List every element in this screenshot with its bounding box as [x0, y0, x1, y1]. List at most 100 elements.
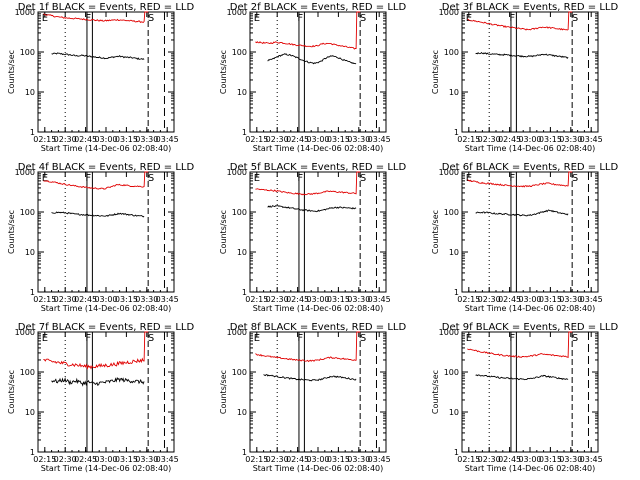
event-marker-f: F — [297, 13, 303, 24]
y-axis-label: Counts/sec — [219, 210, 228, 254]
event-marker-s: S — [572, 173, 578, 184]
events-series-line — [263, 374, 357, 382]
x-tick-label: 03:15 — [327, 455, 350, 464]
x-tick-label: 03:30 — [559, 295, 582, 304]
y-tick-label: 100 — [232, 48, 247, 57]
y-tick-label: 10 — [449, 88, 459, 97]
x-tick-label: 02:30 — [54, 135, 77, 144]
x-tick-label: 02:30 — [266, 295, 289, 304]
plot-frame — [249, 331, 387, 453]
y-tick-label: 1000 — [439, 8, 459, 17]
x-tick-label: 03:15 — [115, 295, 138, 304]
y-tick-label: 1 — [242, 288, 247, 297]
x-tick-label: 03:00 — [306, 455, 329, 464]
x-tick-label: 03:00 — [94, 135, 117, 144]
y-tick-label: 1000 — [15, 328, 35, 337]
y-tick-label: 100 — [444, 368, 459, 377]
event-marker-e: E — [42, 173, 48, 184]
y-axis-label: Counts/sec — [431, 210, 440, 254]
y-tick-label: 10 — [449, 248, 459, 257]
x-tick-label: 02:30 — [478, 455, 501, 464]
event-marker-f: F — [509, 13, 515, 24]
events-series-line — [267, 205, 357, 213]
x-tick-label: 03:15 — [539, 455, 562, 464]
x-tick-label: 03:30 — [347, 295, 370, 304]
lld-series-line — [255, 11, 361, 50]
y-tick-label: 10 — [237, 408, 247, 417]
x-tick-label: 02:30 — [478, 295, 501, 304]
event-marker-s: S — [360, 13, 366, 24]
event-marker-s: S — [148, 333, 154, 344]
x-tick-label: 03:30 — [347, 135, 370, 144]
chart-title: Det 9f BLACK = Events, RED = LLD — [442, 322, 619, 333]
events-series-line — [475, 374, 569, 381]
event-marker-f: F — [509, 173, 515, 184]
x-tick-label: 03:15 — [115, 455, 138, 464]
x-tick-label: 03:45 — [156, 295, 179, 304]
x-tick-label: 03:30 — [559, 455, 582, 464]
x-tick-label: 03:45 — [156, 135, 179, 144]
x-tick-label: 03:45 — [580, 295, 603, 304]
x-axis-label: Start Time (14-Dec-06 02:08:40) — [41, 464, 172, 473]
y-axis-label: Counts/sec — [7, 210, 16, 254]
events-series-line — [51, 376, 145, 387]
event-marker-s: S — [572, 333, 578, 344]
y-axis-label: Counts/sec — [219, 50, 228, 94]
event-marker-e: E — [466, 13, 472, 24]
y-tick-label: 1000 — [439, 168, 459, 177]
y-tick-label: 1000 — [227, 8, 247, 17]
chart-panel-2: Det 2f BLACK = Events, RED = LLD 1 10 100 10… — [219, 2, 406, 153]
event-marker-e: E — [466, 173, 472, 184]
plot-frame — [37, 331, 175, 453]
y-tick-label: 1000 — [227, 328, 247, 337]
y-tick-label: 1 — [454, 128, 459, 137]
y-tick-label: 10 — [449, 408, 459, 417]
events-series-line — [267, 53, 357, 65]
x-tick-label: 02:15 — [33, 455, 56, 464]
event-marker-e: E — [466, 333, 472, 344]
y-tick-label: 10 — [237, 88, 247, 97]
y-tick-label: 100 — [232, 368, 247, 377]
x-tick-label: 03:00 — [306, 295, 329, 304]
lld-series-line — [467, 331, 573, 359]
events-series-line — [51, 211, 145, 218]
x-axis-label: Start Time (14-Dec-06 02:08:40) — [465, 304, 596, 313]
y-tick-label: 1000 — [15, 8, 35, 17]
x-tick-label: 02:15 — [457, 135, 480, 144]
x-tick-label: 02:45 — [74, 455, 97, 464]
chart-title: Det 6f BLACK = Events, RED = LLD — [442, 162, 619, 173]
event-marker-s: S — [360, 333, 366, 344]
x-tick-label: 03:00 — [94, 295, 117, 304]
x-tick-label: 02:15 — [33, 135, 56, 144]
x-axis-label: Start Time (14-Dec-06 02:08:40) — [41, 144, 172, 153]
x-tick-label: 02:30 — [54, 455, 77, 464]
y-tick-label: 1 — [454, 448, 459, 457]
x-tick-label: 03:30 — [135, 295, 158, 304]
event-marker-s: S — [360, 173, 366, 184]
plot-frame — [249, 11, 387, 133]
event-marker-e: E — [42, 333, 48, 344]
lld-series-line — [467, 171, 573, 188]
x-tick-label: 02:45 — [498, 295, 521, 304]
x-tick-label: 03:45 — [156, 455, 179, 464]
x-tick-label: 02:45 — [286, 455, 309, 464]
event-marker-f: F — [297, 173, 303, 184]
x-tick-label: 02:45 — [286, 135, 309, 144]
y-tick-label: 100 — [232, 208, 247, 217]
event-marker-s: S — [572, 13, 578, 24]
chart-panel-3: Det 3f BLACK = Events, RED = LLD 1 10 100 10… — [431, 2, 618, 153]
chart-panel-6: Det 6f BLACK = Events, RED = LLD 1 10 100 10… — [431, 162, 618, 313]
lld-series-line — [467, 11, 573, 31]
x-tick-label: 03:00 — [518, 135, 541, 144]
event-marker-e: E — [254, 13, 260, 24]
y-axis-label: Counts/sec — [7, 370, 16, 414]
x-tick-label: 03:00 — [518, 455, 541, 464]
x-tick-label: 02:45 — [286, 295, 309, 304]
y-tick-label: 10 — [25, 408, 35, 417]
y-tick-label: 1000 — [439, 328, 459, 337]
x-axis-label: Start Time (14-Dec-06 02:08:40) — [465, 464, 596, 473]
lld-series-line — [43, 331, 149, 371]
lld-series-line — [255, 171, 361, 196]
y-tick-label: 10 — [25, 88, 35, 97]
